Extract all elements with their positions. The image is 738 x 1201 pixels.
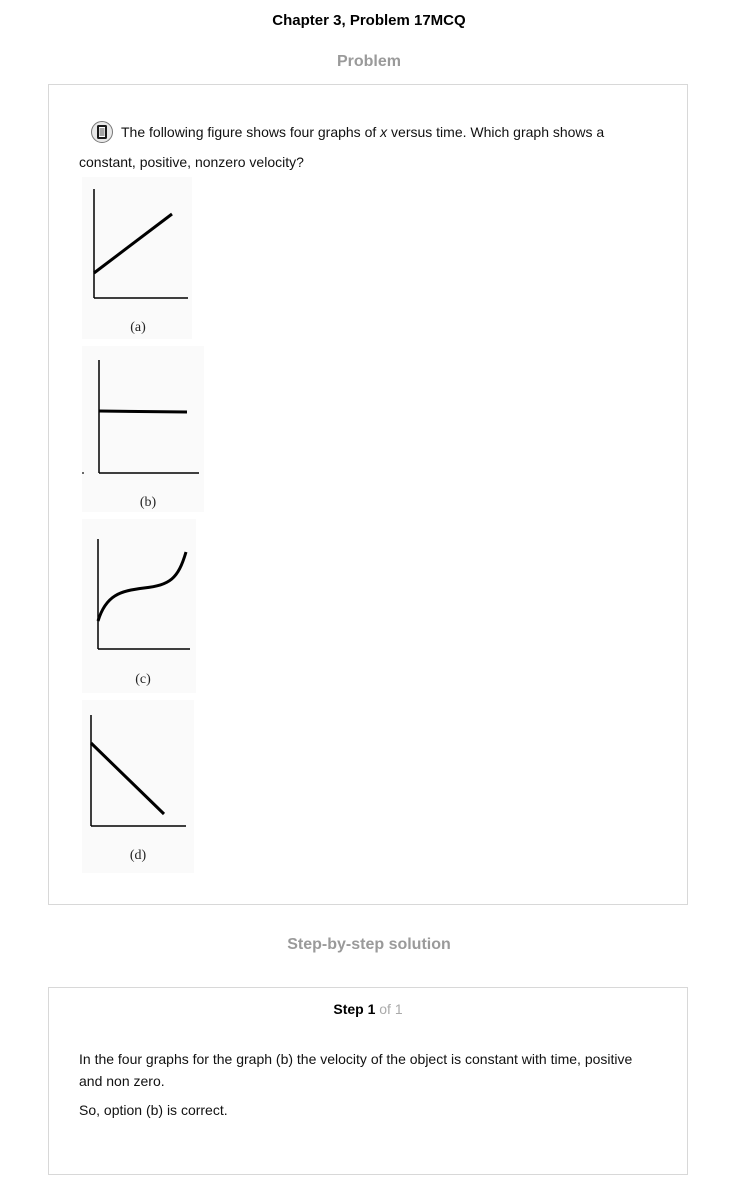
graph-d-curve <box>89 741 166 816</box>
page-title: Chapter 3, Problem 17MCQ <box>272 12 466 29</box>
variable-x: x <box>380 124 388 140</box>
solution-paragraph: In the four graphs for the graph (b) the… <box>79 1051 633 1089</box>
solution-heading: Step-by-step solution <box>287 936 451 953</box>
graph-d: (d) <box>82 700 194 873</box>
step-title: Step 1 of 1 <box>49 1001 687 1017</box>
book-icon <box>91 121 113 143</box>
graph-d-label: (d) <box>130 848 147 863</box>
graph-a-curve <box>93 212 173 275</box>
graph-b-curve <box>98 409 188 414</box>
graph-b-label: (b) <box>140 495 157 510</box>
solution-paragraph: So, option (b) is correct. <box>79 1102 228 1118</box>
graph-c-curve <box>96 551 188 622</box>
graph-c: (c) <box>82 519 196 693</box>
problem-text-start: The following figure shows four graphs o… <box>121 124 381 140</box>
problem-statement: The following figure shows four graphs o… <box>79 117 639 177</box>
solution-body: In the four graphs for the graph (b) the… <box>79 1048 654 1128</box>
graph-b-speck <box>82 472 84 474</box>
graph-c-label: (c) <box>135 672 151 687</box>
graph-a-label: (a) <box>130 320 146 335</box>
solution-panel: Step 1 of 1 In the four graphs for the g… <box>48 987 688 1175</box>
problem-text-end: versus time. Which graph shows a constan… <box>79 124 605 170</box>
problem-heading: Problem <box>336 53 401 70</box>
step-number: Step 1 <box>333 1001 376 1017</box>
problem-panel: The following figure shows four graphs o… <box>48 84 688 905</box>
step-total: of 1 <box>379 1001 403 1017</box>
graph-b: (b) <box>82 346 204 512</box>
graph-a: (a) <box>82 177 192 339</box>
